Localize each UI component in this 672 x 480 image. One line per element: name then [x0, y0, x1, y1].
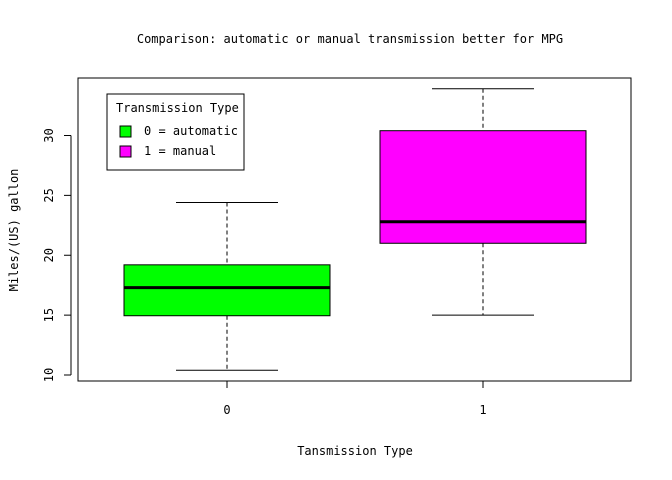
x-tick-label-1: 1 [479, 403, 486, 417]
x-tick-label-0: 0 [223, 403, 230, 417]
plot-frame [77, 77, 632, 382]
legend-label-manual: 1 = manual [144, 144, 216, 158]
y-tick-label-30: 30 [42, 128, 56, 142]
box-group [123, 88, 587, 371]
box-category-1 [379, 130, 587, 244]
y-tick-label-25: 25 [42, 188, 56, 202]
legend: Transmission Type 0 = automatic 1 = manu… [106, 93, 245, 171]
legend-swatch-automatic [119, 125, 132, 138]
y-axis: 10 15 20 25 30 [42, 128, 72, 382]
box-category-0 [123, 264, 331, 317]
x-axis-label: Tansmission Type [297, 444, 413, 458]
legend-label-automatic: 0 = automatic [144, 124, 238, 138]
chart-title: Comparison: automatic or manual transmis… [137, 32, 563, 46]
y-tick-label-15: 15 [42, 308, 56, 322]
y-tick-label-20: 20 [42, 248, 56, 262]
y-axis-label: Miles/(US) gallon [7, 169, 21, 292]
legend-swatch-manual [119, 145, 132, 158]
y-tick-label-10: 10 [42, 368, 56, 382]
legend-title: Transmission Type [116, 101, 239, 115]
